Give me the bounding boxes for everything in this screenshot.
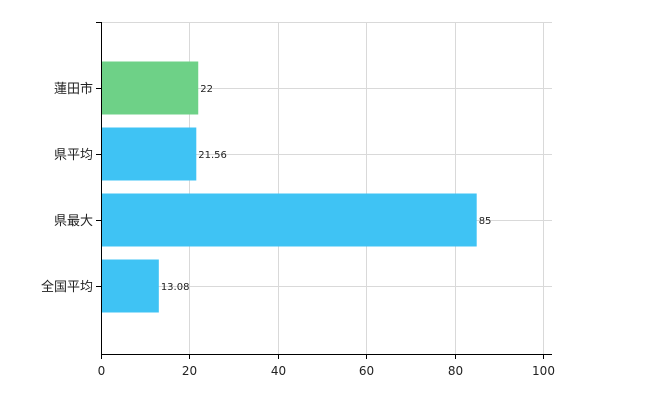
bar bbox=[102, 259, 159, 313]
bar bbox=[102, 61, 199, 115]
category-label: 県平均 bbox=[54, 148, 93, 163]
x-tick-label: 60 bbox=[359, 364, 374, 378]
x-tick-label: 0 bbox=[98, 364, 106, 378]
bar-value-label: 13.08 bbox=[161, 282, 190, 293]
axes bbox=[96, 22, 552, 359]
bar bbox=[102, 193, 477, 247]
category-label: 県最大 bbox=[54, 214, 93, 229]
bar bbox=[102, 127, 197, 181]
x-tick-label: 40 bbox=[271, 364, 286, 378]
labels: 22 蓮田市 21.56 県平均 85 県最大 13.08 全国平均 0 20 40 60 80 100 bbox=[41, 81, 555, 378]
x-tick-label: 100 bbox=[532, 364, 555, 378]
x-tick-label: 20 bbox=[182, 364, 197, 378]
x-tick-label: 80 bbox=[448, 364, 463, 378]
bar-value-label: 85 bbox=[479, 216, 492, 227]
category-label: 全国平均 bbox=[41, 279, 93, 295]
bars bbox=[102, 61, 477, 313]
category-label: 蓮田市 bbox=[54, 81, 93, 97]
bar-value-label: 22 bbox=[200, 84, 213, 95]
bar-value-label: 21.56 bbox=[198, 150, 227, 161]
